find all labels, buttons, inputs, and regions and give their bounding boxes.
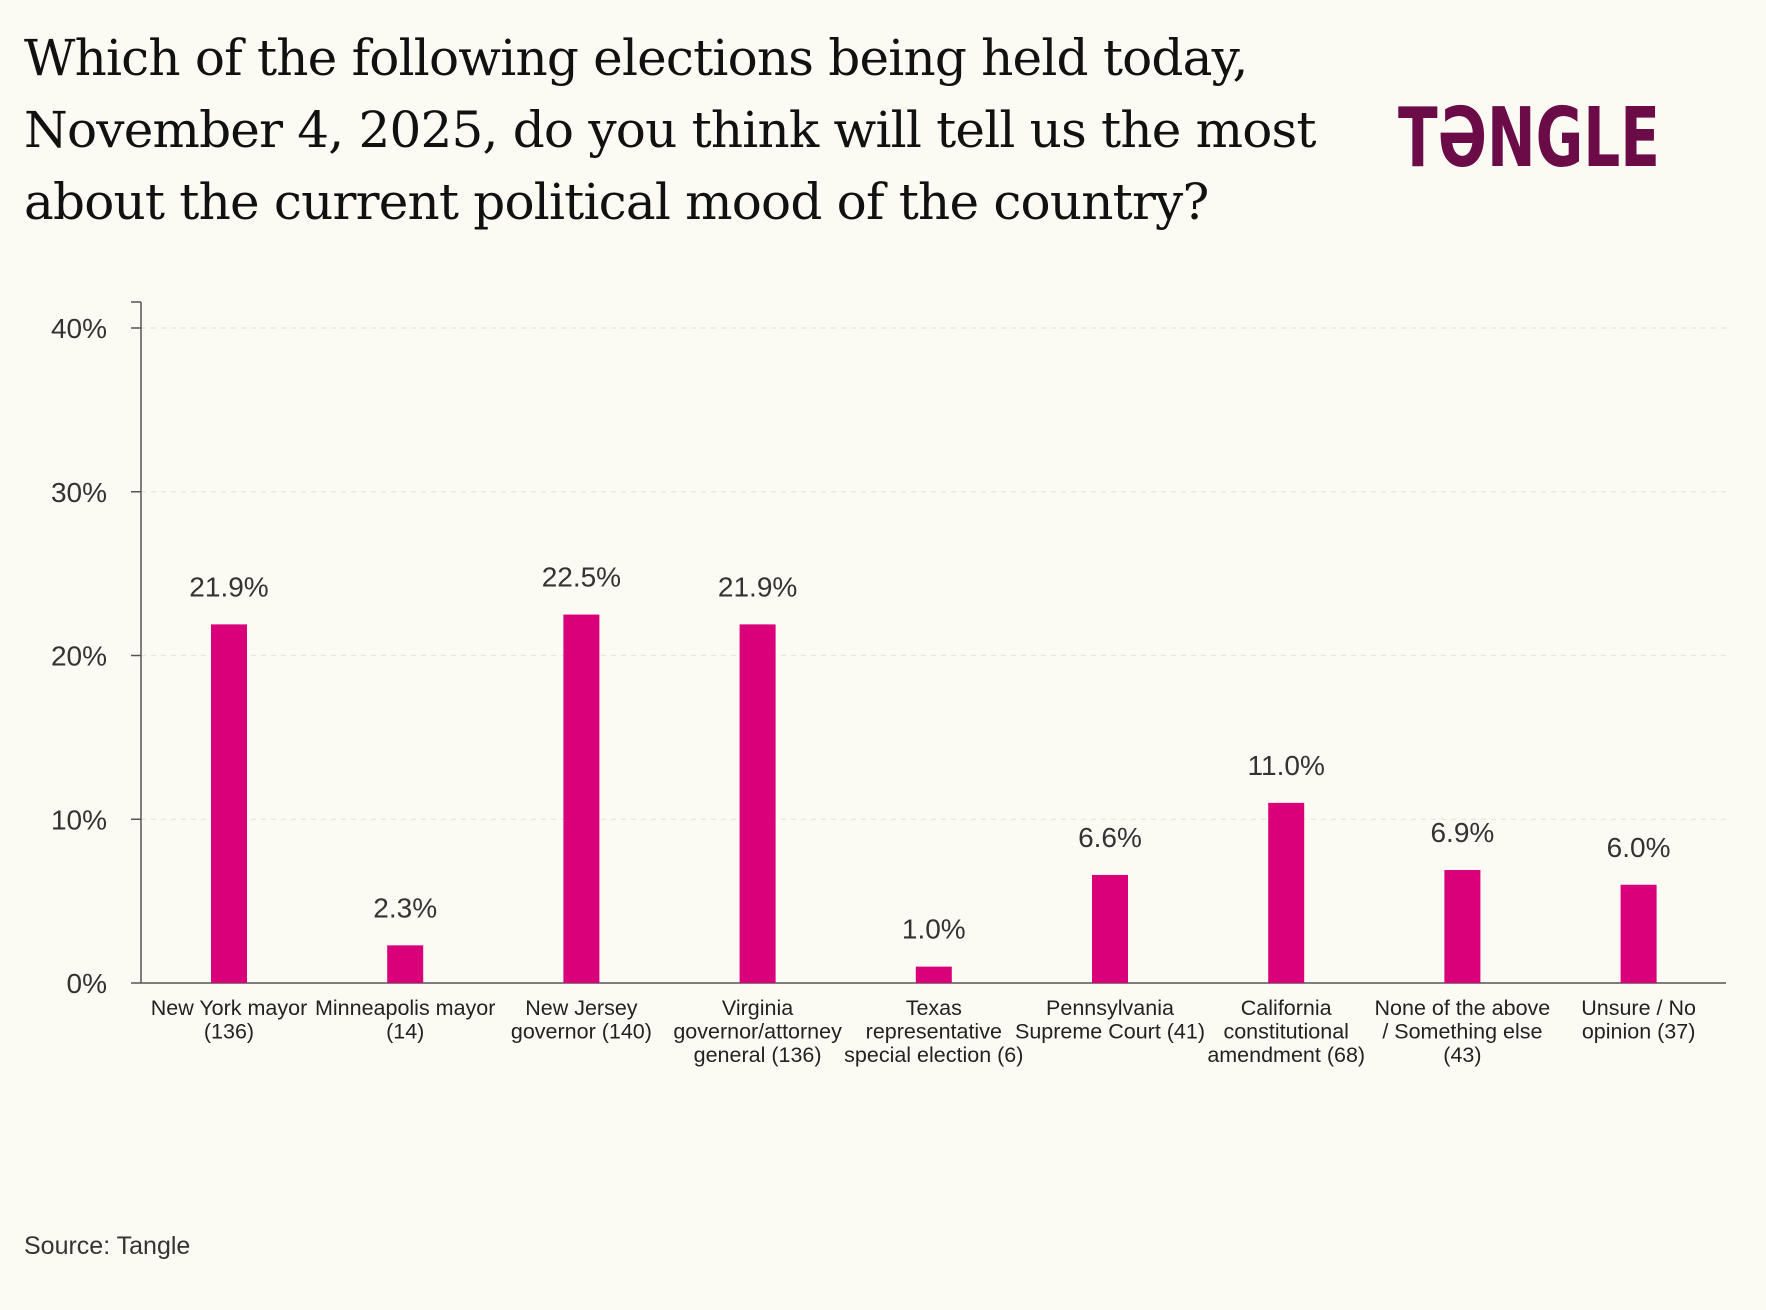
x-category-label: New Jersey governor (140): [511, 996, 652, 1044]
bar: [563, 614, 600, 983]
x-category-label: New York mayor (136): [151, 996, 308, 1044]
bar-value-label: 6.6%: [1078, 822, 1142, 853]
x-category-label-line: special election (6): [844, 1043, 1023, 1067]
bar-value-label: 11.0%: [1248, 750, 1325, 781]
bars: [211, 614, 1657, 983]
x-category-label-line: Texas: [906, 996, 962, 1020]
x-category-label-line: amendment (68): [1207, 1043, 1365, 1067]
bar: [915, 966, 952, 983]
x-category-label-line: governor/attorney: [673, 1020, 842, 1044]
bar: [1444, 870, 1481, 983]
bar: [211, 624, 247, 983]
bar-value-label: 21.9%: [718, 571, 797, 602]
y-tick-label: 40%: [51, 313, 107, 344]
bar: [739, 624, 776, 983]
x-category-label-line: California: [1241, 996, 1332, 1020]
chart-title: Which of the following elections being h…: [24, 29, 1316, 231]
bar: [1620, 884, 1657, 983]
x-category-label-line: constitutional: [1223, 1020, 1349, 1044]
y-tick-label: 20%: [51, 641, 107, 672]
x-category-label-line: governor (140): [511, 1020, 652, 1044]
x-category-label: Pennsylvania Supreme Court (41): [1015, 996, 1205, 1044]
x-category-label: California constitutional amendment (68): [1207, 996, 1365, 1067]
logo-text: TƏNGLE: [1398, 91, 1660, 184]
bar-value-label: 6.0%: [1607, 832, 1671, 863]
x-category-label-line: / Something else: [1382, 1020, 1542, 1044]
bar-value-label: 1.0%: [902, 914, 966, 945]
tangle-logo: TƏNGLE: [1398, 91, 1660, 184]
source-note: Source: Tangle: [24, 1232, 191, 1260]
x-category-label-line: representative: [866, 1020, 1002, 1044]
x-category-label-line: Virginia: [722, 996, 793, 1020]
y-tick-label: 30%: [51, 477, 107, 508]
bar-chart: 0% 10% 20% 30% 40% 21.9% New York mayor (136) 2.…: [51, 301, 1726, 1067]
bar-value-label: 2.3%: [373, 892, 437, 923]
x-category-label: None of the above / Something else (43): [1375, 996, 1551, 1067]
x-category-label-line: Unsure / No: [1581, 996, 1696, 1020]
y-tick-label: 0%: [67, 968, 107, 999]
gridlines: [141, 327, 1726, 820]
x-category-label-line: New York mayor: [151, 996, 308, 1020]
x-category-label: Unsure / No opinion (37): [1581, 996, 1696, 1044]
x-category-label-line: (136): [204, 1020, 254, 1044]
x-category-label-line: (14): [386, 1020, 424, 1044]
bar: [1092, 874, 1128, 983]
y-tick-label: 10%: [51, 804, 107, 835]
x-category-label: Virginia governor/attorney general (136): [673, 996, 842, 1067]
bar-value-label: 22.5%: [542, 562, 621, 593]
bar-value-label: 6.9%: [1430, 817, 1494, 848]
x-category-label-line: Pennsylvania: [1046, 996, 1174, 1020]
x-category-label: Texas representative special election (6): [844, 996, 1023, 1067]
x-category-label: Minneapolis mayor (14): [315, 996, 495, 1044]
bar: [387, 945, 424, 983]
x-category-label-line: opinion (37): [1582, 1020, 1696, 1044]
x-category-label-line: New Jersey: [525, 996, 638, 1020]
labels: 0% 10% 20% 30% 40% 21.9% New York mayor (136) 2.…: [51, 313, 1696, 1067]
bar: [1268, 802, 1305, 983]
x-category-label-line: (43): [1443, 1043, 1481, 1067]
axes: [131, 301, 1726, 984]
bar-value-label: 21.9%: [189, 571, 268, 602]
x-category-label-line: None of the above: [1375, 996, 1551, 1020]
x-category-label-line: Minneapolis mayor: [315, 996, 495, 1020]
x-category-label-line: Supreme Court (41): [1015, 1020, 1205, 1044]
x-category-label-line: general (136): [694, 1043, 822, 1067]
